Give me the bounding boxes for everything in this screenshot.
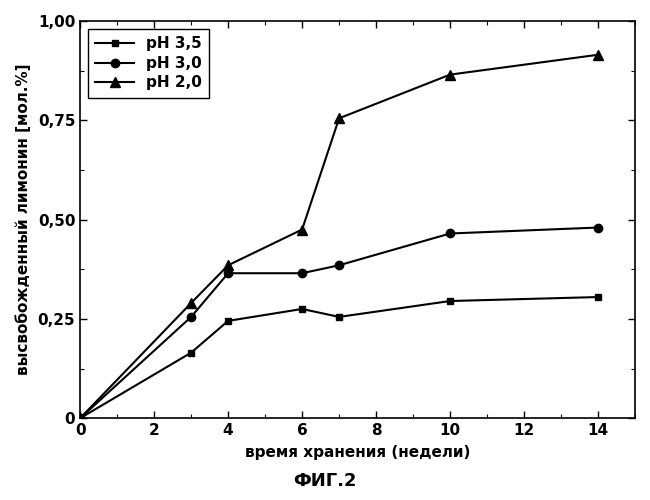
Legend: pH 3,5, pH 3,0, pH 2,0: pH 3,5, pH 3,0, pH 2,0 bbox=[88, 28, 209, 98]
pH 3,5 bbox=[224, 318, 232, 324]
pH 2,0 bbox=[335, 116, 343, 121]
pH 3,0 bbox=[298, 270, 306, 276]
pH 2,0 bbox=[298, 226, 306, 232]
Y-axis label: высвобожденный лимонин [мол.%]: высвобожденный лимонин [мол.%] bbox=[15, 64, 31, 376]
pH 3,5 bbox=[76, 415, 84, 421]
X-axis label: время хранения (недели): время хранения (недели) bbox=[245, 445, 470, 460]
pH 2,0 bbox=[446, 72, 454, 78]
pH 3,5 bbox=[187, 350, 195, 356]
pH 3,5 bbox=[335, 314, 343, 320]
pH 3,0 bbox=[335, 262, 343, 268]
pH 2,0 bbox=[594, 52, 602, 58]
pH 3,5 bbox=[594, 294, 602, 300]
pH 2,0 bbox=[224, 262, 232, 268]
Line: pH 2,0: pH 2,0 bbox=[75, 50, 603, 423]
pH 3,0 bbox=[224, 270, 232, 276]
pH 3,0 bbox=[446, 230, 454, 236]
Text: ФИГ.2: ФИГ.2 bbox=[293, 472, 357, 490]
pH 3,0 bbox=[187, 314, 195, 320]
pH 2,0 bbox=[187, 300, 195, 306]
pH 3,0 bbox=[76, 415, 84, 421]
pH 3,5 bbox=[446, 298, 454, 304]
Line: pH 3,5: pH 3,5 bbox=[77, 294, 601, 422]
pH 3,0 bbox=[594, 224, 602, 230]
pH 3,5 bbox=[298, 306, 306, 312]
Line: pH 3,0: pH 3,0 bbox=[76, 224, 602, 422]
pH 2,0 bbox=[76, 415, 84, 421]
